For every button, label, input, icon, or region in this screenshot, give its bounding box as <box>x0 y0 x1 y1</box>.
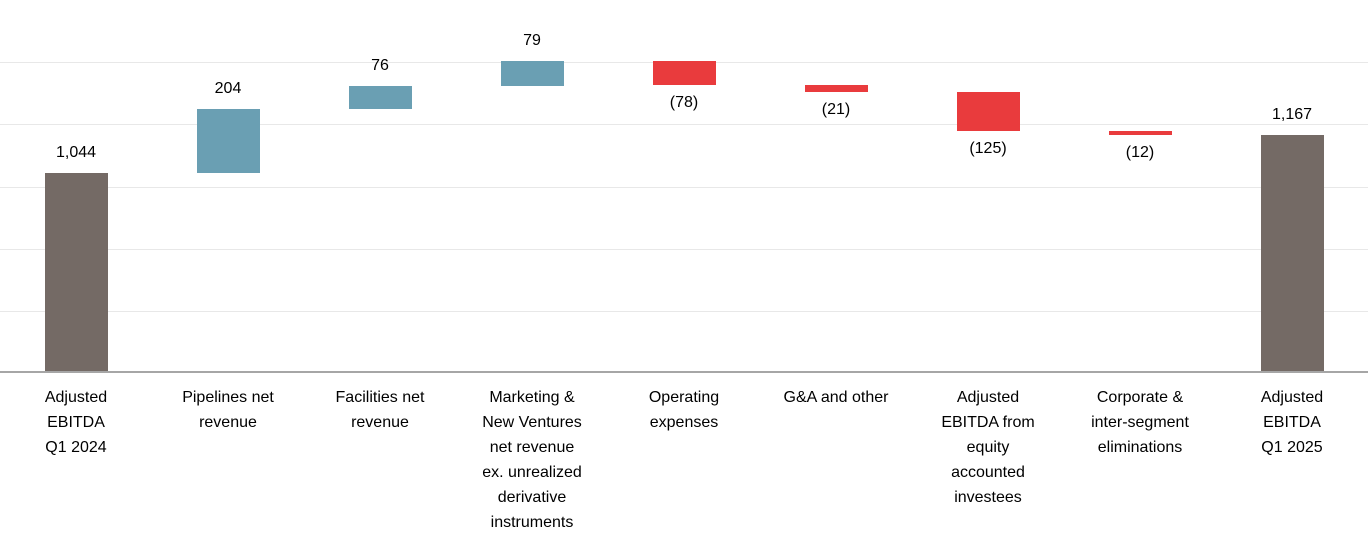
category-label-5: Operating expenses <box>648 389 720 431</box>
plot-area: 1,044 204 76 79 (78) (21) (125) (12) 1,167 <box>0 32 1368 373</box>
waterfall-bar-7 <box>956 92 1020 131</box>
waterfall-bar-8 <box>1108 130 1172 135</box>
bar-value-label: 204 <box>214 80 242 98</box>
bar-value-label: (78) <box>669 94 699 112</box>
gridline <box>0 124 1368 125</box>
category-label-9: Adjusted EBITDA Q1 2025 <box>1260 389 1324 456</box>
bar-value-label: 1,167 <box>1271 105 1313 123</box>
category-label-3: Facilities net revenue <box>335 389 425 431</box>
bar-value-label: 79 <box>523 32 541 50</box>
waterfall-bar-6 <box>804 85 868 92</box>
waterfall-bar-4 <box>500 61 564 86</box>
bar-value-label: (12) <box>1125 143 1155 161</box>
bar-value-label: (125) <box>969 139 1007 157</box>
bar-value-label: 76 <box>371 56 389 74</box>
category-label-2: Pipelines net revenue <box>182 389 274 431</box>
category-label-6: G&A and other <box>783 389 889 406</box>
gridline <box>0 249 1368 250</box>
waterfall-bar-9 <box>1260 134 1324 373</box>
waterfall-bar-5 <box>652 61 716 86</box>
waterfall-bar-1 <box>44 172 108 373</box>
category-label-8: Corporate & inter-segment eliminations <box>1091 389 1189 456</box>
category-axis: Adjusted EBITDA Q1 2024 Pipelines net rev… <box>0 385 1368 535</box>
category-label-4: Marketing & New Ventures net revenue ex.… <box>482 389 582 531</box>
x-axis-line <box>0 371 1368 373</box>
category-label-1: Adjusted EBITDA Q1 2024 <box>44 389 108 456</box>
gridline <box>0 187 1368 188</box>
waterfall-bar-3 <box>348 85 412 110</box>
waterfall-bar-2 <box>196 109 260 173</box>
bar-value-label: 1,044 <box>55 143 97 161</box>
category-label-7: Adjusted EBITDA from equity accounted in… <box>941 389 1035 506</box>
gridline <box>0 311 1368 312</box>
bar-value-label: (21) <box>821 101 851 118</box>
